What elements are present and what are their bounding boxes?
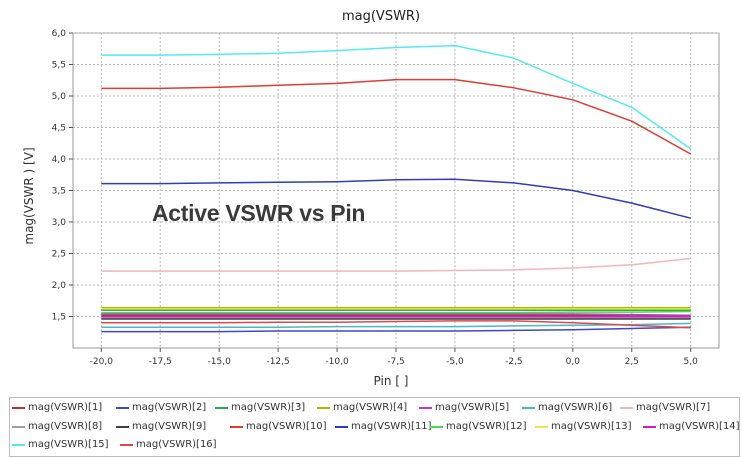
legend-swatch bbox=[12, 406, 25, 409]
series-line-11 bbox=[101, 178, 691, 219]
legend-label: mag(VSWR)[4] bbox=[333, 402, 408, 413]
legend-item: mag(VSWR)[4] bbox=[317, 402, 407, 413]
series-line-1 bbox=[101, 314, 691, 318]
legend-item: mag(VSWR)[8] bbox=[12, 421, 102, 432]
legend-label: mag(VSWR)[15] bbox=[28, 439, 109, 450]
series-line-6 bbox=[101, 322, 691, 328]
chart-title: mag(VSWR) bbox=[342, 9, 420, 24]
y-tick-label: 4,5 bbox=[52, 124, 66, 134]
y-axis-title: mag(VSWR ) [V] bbox=[22, 147, 36, 244]
x-tick-label: -10,0 bbox=[325, 357, 349, 367]
legend-label: mag(VSWR)[8] bbox=[28, 421, 103, 432]
series-line-16 bbox=[101, 320, 691, 329]
legend-swatch bbox=[620, 406, 633, 409]
series-lines bbox=[101, 44, 692, 333]
legend-swatch bbox=[120, 443, 133, 446]
legend-swatch bbox=[317, 406, 330, 409]
legend-item: mag(VSWR)[11] bbox=[335, 421, 432, 432]
x-tick-label: -5,0 bbox=[446, 357, 464, 367]
legend-label: mag(VSWR)[2] bbox=[132, 402, 207, 413]
legend-label: mag(VSWR)[5] bbox=[435, 402, 510, 413]
y-tick-label: 6,0 bbox=[52, 29, 67, 39]
legend-item: mag(VSWR)[9] bbox=[116, 421, 206, 432]
legend-label: mag(VSWR)[13] bbox=[551, 421, 632, 432]
legend: mag(VSWR)[1] mag(VSWR)[2] mag(VSWR)[3] mag(… bbox=[9, 397, 740, 457]
legend-item: mag(VSWR)[10] bbox=[230, 421, 327, 432]
y-tick-label: 3,0 bbox=[52, 218, 67, 228]
x-tick-label: -17,5 bbox=[149, 357, 172, 367]
x-tick-label: -12,5 bbox=[266, 357, 289, 367]
series-line-12 bbox=[101, 310, 691, 314]
legend-swatch bbox=[12, 425, 25, 428]
x-tick-label: -2,5 bbox=[505, 357, 523, 367]
legend-item: mag(VSWR)[15] bbox=[12, 439, 109, 450]
y-tick-label: 1,5 bbox=[52, 313, 66, 323]
y-tick-label: 2,0 bbox=[52, 281, 67, 291]
legend-swatch bbox=[335, 425, 348, 428]
chart-canvas: mag(VSWR) -20,0 -17,5 -15,0 -12,5 -10,0 -7,5-… bbox=[22, 9, 720, 388]
legend-item: mag(VSWR)[3] bbox=[215, 402, 305, 413]
legend-label: mag(VSWR)[11] bbox=[351, 421, 432, 432]
axis-ticks: -20,0 -17,5 -15,0 -12,5 -10,0 -7,5 -5,0 -2,5 0,0… bbox=[52, 29, 698, 367]
legend-swatch bbox=[215, 406, 228, 409]
legend-label: mag(VSWR)[10] bbox=[246, 421, 327, 432]
chart-annotation: Active VSWR vs Pin bbox=[152, 200, 366, 226]
y-tick-label: 5,0 bbox=[52, 92, 67, 102]
legend-item: mag(VSWR)[7] bbox=[620, 402, 710, 413]
legend-swatch bbox=[419, 406, 432, 409]
legend-item: mag(VSWR)[1] bbox=[12, 402, 102, 413]
legend-item: mag(VSWR)[6] bbox=[522, 402, 612, 413]
legend-swatch bbox=[643, 425, 656, 428]
y-tick-label: 2,5 bbox=[52, 250, 66, 260]
legend-label: mag(VSWR)[9] bbox=[132, 421, 207, 432]
legend-label: mag(VSWR)[16] bbox=[136, 439, 217, 450]
series-line-10 bbox=[101, 78, 692, 155]
legend-swatch bbox=[230, 425, 243, 428]
y-tick-label: 5,5 bbox=[52, 61, 66, 71]
legend-swatch bbox=[116, 406, 129, 409]
legend-swatch bbox=[12, 443, 25, 446]
y-tick-label: 4,0 bbox=[52, 155, 67, 165]
legend-label: mag(VSWR)[7] bbox=[636, 402, 711, 413]
x-tick-label: -15,0 bbox=[208, 357, 232, 367]
legend-swatch bbox=[116, 425, 129, 428]
legend-label: mag(VSWR)[3] bbox=[231, 402, 306, 413]
legend-label: mag(VSWR)[14] bbox=[659, 421, 740, 432]
series-line-5 bbox=[101, 313, 691, 316]
legend-swatch bbox=[522, 406, 535, 409]
x-tick-label: 0,0 bbox=[566, 357, 581, 367]
legend-swatch bbox=[430, 425, 443, 428]
legend-label: mag(VSWR)[12] bbox=[446, 421, 527, 432]
legend-item: mag(VSWR)[2] bbox=[116, 402, 206, 413]
x-axis-title: Pin [ ] bbox=[374, 374, 409, 388]
x-tick-label: 2,5 bbox=[625, 357, 639, 367]
series-line-2 bbox=[101, 326, 691, 333]
legend-item: mag(VSWR)[12] bbox=[430, 421, 527, 432]
legend-swatch bbox=[535, 425, 548, 428]
series-line-15 bbox=[101, 44, 692, 150]
legend-item: mag(VSWR)[13] bbox=[535, 421, 632, 432]
legend-item: mag(VSWR)[16] bbox=[120, 439, 217, 450]
legend-label: mag(VSWR)[1] bbox=[28, 402, 103, 413]
legend-item: mag(VSWR)[14] bbox=[643, 421, 740, 432]
x-tick-label: -7,5 bbox=[387, 357, 405, 367]
x-tick-label: -20,0 bbox=[90, 357, 114, 367]
legend-item: mag(VSWR)[5] bbox=[419, 402, 509, 413]
legend-label: mag(VSWR)[6] bbox=[538, 402, 613, 413]
y-tick-label: 3,5 bbox=[52, 187, 66, 197]
x-tick-label: 5,0 bbox=[684, 357, 699, 367]
series-line-7 bbox=[101, 257, 691, 272]
